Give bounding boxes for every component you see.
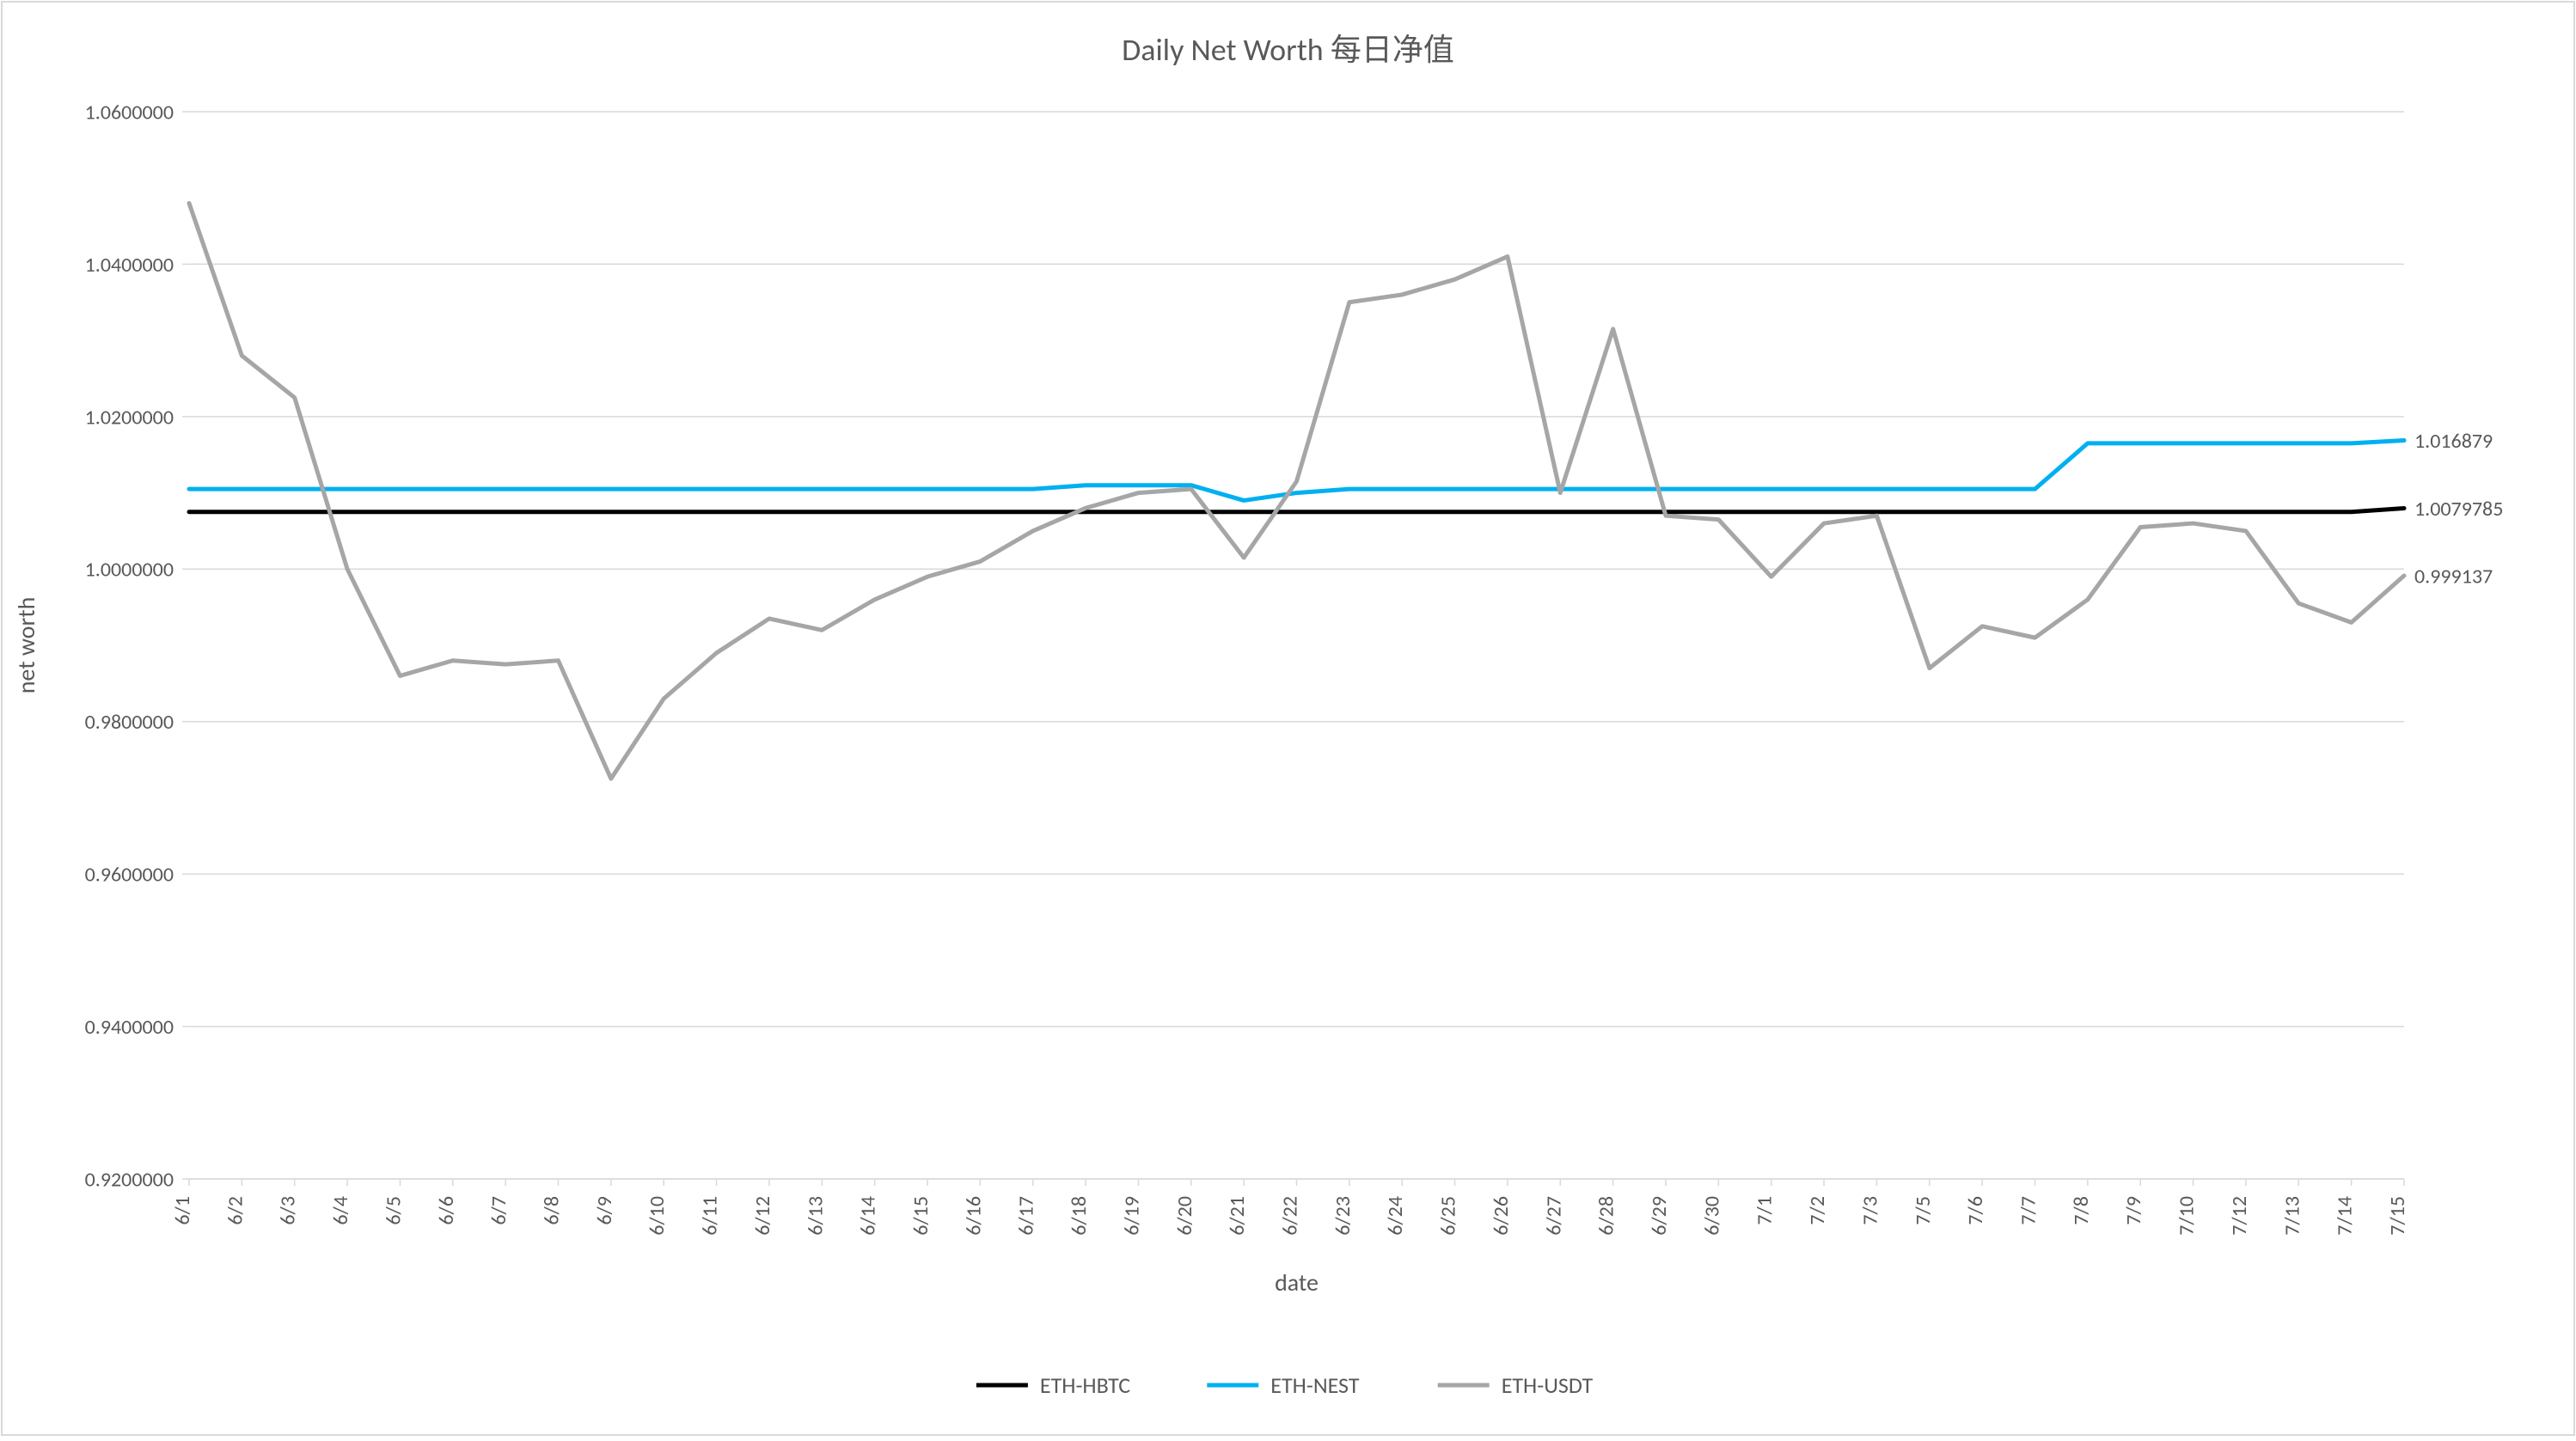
x-tick-label: 6/25: [1436, 1196, 1461, 1236]
x-tick-label: 6/7: [486, 1196, 511, 1225]
x-tick-label: 7/13: [2279, 1196, 2304, 1236]
x-tick-label: 6/18: [1067, 1196, 1092, 1236]
series-line-ETH-HBTC: [189, 509, 2404, 512]
x-tick-label: 6/3: [276, 1196, 301, 1225]
series-end-label-ETH-NEST: 1.016879: [2414, 429, 2493, 454]
x-tick-label: 6/24: [1383, 1196, 1408, 1236]
legend-label-ETH-USDT: ETH-USDT: [1502, 1371, 1594, 1399]
x-axis-label: date: [1275, 1267, 1319, 1298]
x-tick-label: 6/9: [592, 1196, 617, 1225]
x-tick-label: 6/13: [803, 1196, 828, 1236]
chart-container: 0.9200000 0.9400000 0.9600000 0.9800000 1.00…: [0, 0, 2576, 1437]
series-line-ETH-NEST: [189, 441, 2404, 501]
x-tick-label: 6/29: [1647, 1196, 1672, 1236]
x-tick-label: 7/10: [2175, 1196, 2200, 1236]
y-tick-label: 0.9400000: [85, 1015, 174, 1040]
x-tick-label: 7/9: [2121, 1196, 2146, 1225]
x-tick-label: 6/30: [1699, 1196, 1724, 1236]
x-tick-label: 6/19: [1119, 1196, 1144, 1236]
x-tick-label: 6/16: [961, 1196, 986, 1236]
x-tick-label: 7/7: [2016, 1196, 2041, 1225]
y-tick-label: 0.9800000: [85, 710, 174, 735]
x-tick-label: 6/23: [1331, 1196, 1355, 1236]
x-tick-label: 7/14: [2333, 1196, 2358, 1236]
x-tick-label: 6/10: [645, 1196, 670, 1236]
x-tick-label: 6/5: [381, 1196, 406, 1225]
x-tick-label: 7/1: [1753, 1196, 1778, 1225]
x-tick-label: 6/4: [328, 1196, 353, 1225]
y-tick-label: 1.0600000: [85, 100, 174, 125]
x-tick-label: 6/12: [750, 1196, 775, 1236]
x-tick-label: 6/20: [1172, 1196, 1197, 1236]
y-axis-label: net worth: [11, 597, 41, 694]
x-tick-label: 7/2: [1805, 1196, 1830, 1225]
x-tick-label: 7/12: [2227, 1196, 2252, 1236]
x-tick-label: 6/11: [698, 1196, 723, 1236]
x-tick-label: 6/14: [856, 1196, 881, 1236]
series-end-label-ETH-USDT: 0.999137: [2414, 564, 2493, 589]
x-tick-label: 6/6: [434, 1196, 459, 1225]
legend-label-ETH-NEST: ETH-NEST: [1270, 1371, 1360, 1399]
x-tick-label: 7/15: [2385, 1196, 2410, 1236]
x-tick-label: 6/26: [1489, 1196, 1514, 1236]
y-tick-label: 0.9200000: [85, 1167, 174, 1192]
x-tick-label: 6/1: [170, 1196, 195, 1225]
x-tick-label: 6/2: [223, 1196, 248, 1225]
x-tick-label: 7/5: [1911, 1196, 1936, 1225]
x-tick-label: 7/3: [1857, 1196, 1882, 1225]
x-tick-label: 6/22: [1278, 1196, 1303, 1236]
chart-title: Daily Net Worth 每日净值: [1122, 31, 1454, 69]
x-tick-label: 6/15: [909, 1196, 933, 1236]
y-tick-label: 1.0400000: [85, 253, 174, 278]
y-tick-label: 1.0000000: [85, 558, 174, 583]
x-tick-label: 6/8: [540, 1196, 565, 1225]
y-tick-label: 0.9600000: [85, 863, 174, 888]
x-tick-label: 6/17: [1014, 1196, 1039, 1236]
x-tick-label: 7/6: [1963, 1196, 1988, 1225]
y-tick-label: 1.0200000: [85, 405, 174, 430]
x-tick-label: 7/8: [2069, 1196, 2094, 1225]
x-tick-label: 6/28: [1594, 1196, 1619, 1236]
x-tick-label: 6/27: [1541, 1196, 1566, 1236]
legend-label-ETH-HBTC: ETH-HBTC: [1040, 1371, 1130, 1399]
net-worth-line-chart: 0.9200000 0.9400000 0.9600000 0.9800000 1.00…: [0, 0, 2576, 1437]
series-end-label-ETH-HBTC: 1.0079785: [2414, 497, 2503, 522]
x-tick-label: 6/21: [1225, 1196, 1250, 1236]
